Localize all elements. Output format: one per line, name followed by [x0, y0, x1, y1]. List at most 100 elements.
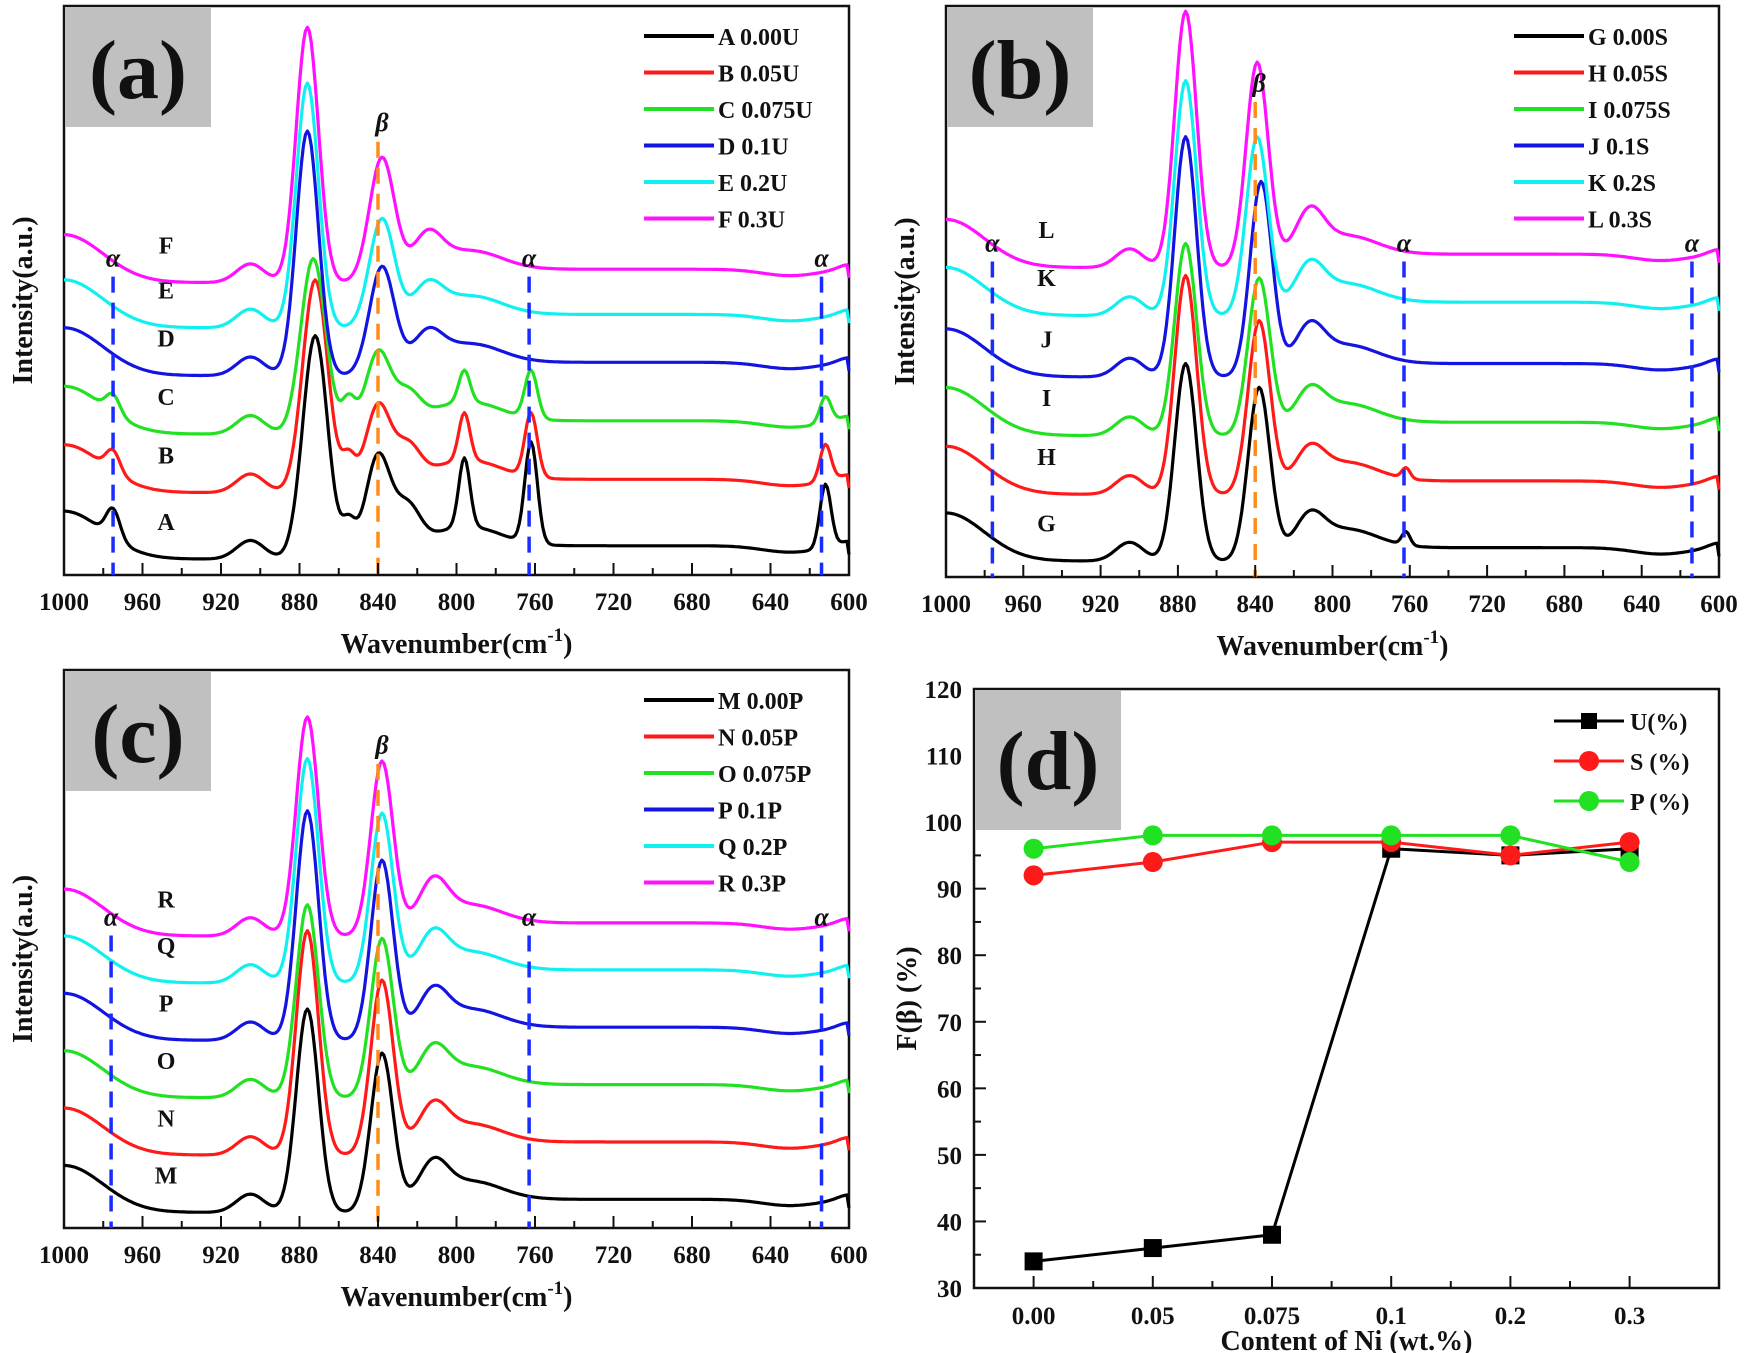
curve-label: F	[159, 233, 174, 259]
series-line-I	[946, 241, 1721, 438]
alpha-marker: α	[522, 903, 537, 932]
alpha-marker: α	[1397, 228, 1412, 257]
legend-label: D 0.1U	[718, 135, 789, 161]
series-line-G	[946, 361, 1721, 563]
panel-label-box	[975, 690, 1121, 830]
panel-label-box	[65, 7, 211, 127]
legend-label: M 0.00P	[718, 689, 803, 715]
x-tick-label: 800	[438, 1242, 476, 1269]
legend-label: E 0.2U	[718, 171, 787, 197]
legend-marker-circle	[1579, 791, 1599, 811]
x-tick-label: 680	[1546, 591, 1584, 618]
legend-label: H 0.05S	[1588, 62, 1668, 88]
data-point-square	[1143, 1239, 1162, 1258]
x-tick-label: 880	[281, 1242, 319, 1269]
x-tick-label: 720	[1468, 591, 1506, 618]
y-tick-label: 110	[926, 744, 962, 771]
x-tick-label: 0.05	[1131, 1303, 1175, 1330]
x-tick-label: 640	[1623, 591, 1661, 618]
x-tick-label: 0.2	[1495, 1303, 1526, 1330]
x-tick-label: 960	[1005, 591, 1043, 618]
series-line-Q	[64, 757, 851, 985]
x-tick-label: 600	[830, 589, 868, 616]
legend-label: K 0.2S	[1588, 171, 1656, 197]
y-tick-label: 70	[937, 1010, 962, 1037]
legend-marker-square	[1581, 713, 1597, 729]
panel-label-box	[65, 671, 211, 791]
x-tick-label: 960	[124, 589, 162, 616]
y-axis-title: Intensity(a.u.)	[890, 217, 921, 385]
x-tick-label: 0.1	[1376, 1303, 1407, 1330]
series-line-C	[63, 257, 851, 436]
x-tick-label: 1000	[39, 589, 89, 616]
x-tick-label: 720	[595, 1242, 633, 1269]
data-point-circle	[1023, 865, 1044, 886]
x-tick-label: 760	[1391, 591, 1429, 618]
series-line-A	[64, 334, 851, 561]
data-point-square	[1024, 1252, 1043, 1271]
panel-label: (b)	[969, 24, 1072, 117]
series-line-u	[1033, 847, 1630, 1263]
alpha-marker: α	[104, 903, 119, 932]
legend-label: A 0.00U	[718, 25, 799, 51]
data-point-circle	[1142, 852, 1163, 873]
series-line-H	[946, 273, 1721, 496]
x-tick-label: 920	[202, 1242, 240, 1269]
x-axis-title: Wavenumber(cm-1)	[340, 625, 572, 660]
legend-label: O 0.075P	[718, 762, 811, 788]
x-tick-label: 680	[673, 589, 711, 616]
panel-label: (c)	[91, 688, 184, 781]
series-line-R	[63, 715, 851, 938]
x-axis-title-main: Wavenumber(cm	[340, 629, 547, 660]
x-tick-label: 920	[1082, 591, 1120, 618]
chart-panel-c: M N O P QRα α α β 1000 960 920 880 840 800 760 720 680 64…	[8, 668, 868, 1313]
alpha-marker: α	[814, 903, 829, 932]
legend-label: J 0.1S	[1588, 135, 1649, 161]
legend-label: C 0.075U	[718, 98, 813, 124]
data-point-circle	[1262, 825, 1282, 846]
x-axis-title-main: Wavenumber(cm	[1216, 631, 1423, 662]
legend-label: P (%)	[1630, 790, 1689, 816]
x-tick-label: 0.075	[1244, 1303, 1300, 1330]
curve-label: J	[1040, 328, 1052, 354]
legend-label: I 0.075S	[1588, 98, 1671, 124]
x-tick-label: 840	[359, 589, 397, 616]
series-line-J	[946, 135, 1721, 379]
y-tick-label: 40	[937, 1209, 962, 1236]
series-line-s	[1033, 840, 1630, 877]
legend-label: S (%)	[1630, 750, 1689, 776]
x-tick-label: 1000	[39, 1242, 89, 1269]
x-tick-label: 880	[1159, 591, 1197, 618]
curve-label: K	[1037, 266, 1056, 292]
curve-label: I	[1042, 386, 1051, 412]
x-axis-title-close: )	[563, 1282, 572, 1313]
series-line-B	[63, 278, 851, 494]
curve-label: A	[157, 510, 175, 536]
series-line-p	[1033, 833, 1630, 864]
x-tick-label: 1000	[921, 591, 971, 618]
curve-label: B	[158, 443, 174, 469]
x-axis-title-main: Wavenumber(cm	[340, 1282, 547, 1313]
x-tick-label: 720	[595, 589, 633, 616]
x-tick-label: 840	[1236, 591, 1274, 618]
series-line-N	[64, 929, 851, 1157]
legend-label: P 0.1P	[718, 799, 782, 825]
series-line-P	[63, 809, 851, 1042]
series-line-L	[946, 9, 1721, 269]
y-tick-label: 30	[937, 1276, 962, 1303]
panel-label: (a)	[89, 24, 187, 117]
curve-label: D	[157, 326, 174, 352]
y-tick-label: 80	[937, 943, 962, 970]
x-axis-title: Wavenumber(cm-1)	[1216, 627, 1448, 662]
legend-label: R 0.3P	[718, 872, 786, 898]
series-line-M	[63, 1007, 851, 1214]
x-tick-label: 600	[1700, 591, 1738, 618]
curve-label: C	[157, 385, 174, 411]
x-tick-label: 800	[1314, 591, 1352, 618]
y-tick-label: 120	[925, 677, 963, 704]
x-tick-label: 760	[516, 589, 554, 616]
curve-label: N	[157, 1106, 175, 1132]
data-point-circle	[1142, 825, 1163, 846]
